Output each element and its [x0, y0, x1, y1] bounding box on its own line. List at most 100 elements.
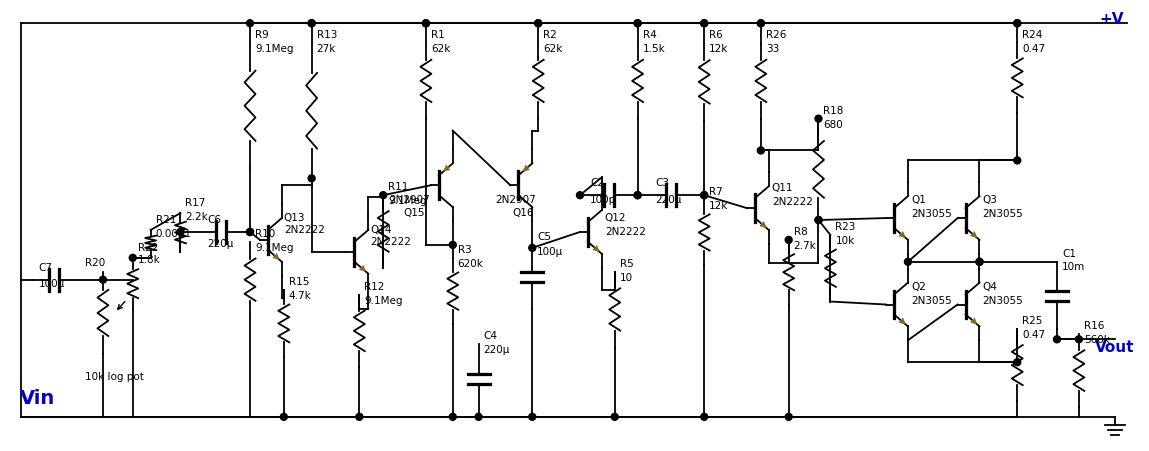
Text: Q13: Q13: [284, 213, 306, 223]
Text: 100μ: 100μ: [538, 247, 563, 257]
Text: 680: 680: [824, 120, 843, 129]
Circle shape: [976, 258, 982, 265]
Text: 2.7k: 2.7k: [794, 241, 817, 251]
Text: 10k log pot: 10k log pot: [85, 372, 144, 382]
Circle shape: [1013, 157, 1020, 164]
Text: 2N2907: 2N2907: [495, 195, 537, 205]
Text: 9.1Meg: 9.1Meg: [255, 44, 293, 54]
Circle shape: [757, 147, 764, 154]
Text: 220μ: 220μ: [484, 345, 510, 355]
Circle shape: [308, 20, 315, 27]
Text: R7: R7: [709, 187, 723, 197]
Circle shape: [534, 20, 541, 27]
Text: 2N3055: 2N3055: [911, 295, 951, 305]
Circle shape: [1013, 20, 1020, 27]
Text: 10: 10: [619, 273, 633, 283]
Text: Vin: Vin: [20, 389, 55, 409]
Text: 0.47: 0.47: [1023, 44, 1046, 54]
Circle shape: [247, 229, 254, 235]
Text: R25: R25: [1023, 317, 1042, 327]
Text: 0.47: 0.47: [1023, 330, 1046, 341]
Circle shape: [356, 413, 363, 420]
Circle shape: [247, 229, 254, 235]
Text: 220μ: 220μ: [655, 195, 681, 205]
Circle shape: [379, 192, 387, 199]
Text: 1.5k: 1.5k: [642, 44, 665, 54]
Text: 12k: 12k: [709, 201, 728, 211]
Text: 62k: 62k: [543, 44, 563, 54]
Text: 10k: 10k: [835, 236, 855, 246]
Text: 9.1Meg: 9.1Meg: [364, 295, 403, 305]
Text: Q1: Q1: [911, 195, 926, 205]
Text: C1: C1: [1062, 249, 1075, 259]
Text: Q2: Q2: [911, 281, 926, 292]
Circle shape: [701, 192, 708, 199]
Text: R24: R24: [1023, 30, 1042, 40]
Circle shape: [634, 192, 641, 199]
Circle shape: [701, 20, 708, 27]
Circle shape: [815, 216, 822, 224]
Circle shape: [577, 192, 584, 199]
Text: 2N2222: 2N2222: [370, 237, 411, 247]
Circle shape: [757, 20, 764, 27]
Circle shape: [701, 20, 708, 27]
Text: 2N3055: 2N3055: [982, 295, 1024, 305]
Text: Q11: Q11: [772, 183, 793, 193]
Text: Q12: Q12: [604, 213, 626, 223]
Text: R10: R10: [255, 229, 276, 239]
Text: C6: C6: [207, 215, 222, 225]
Text: 2N3055: 2N3055: [911, 209, 951, 219]
Circle shape: [129, 254, 137, 261]
Circle shape: [785, 413, 792, 420]
Text: Q14: Q14: [370, 225, 392, 235]
Text: 10m: 10m: [1062, 262, 1085, 272]
Circle shape: [529, 244, 535, 251]
Text: Q4: Q4: [982, 281, 997, 292]
Text: R15: R15: [288, 276, 309, 287]
Text: 9.1Meg: 9.1Meg: [388, 196, 426, 206]
Text: R9: R9: [255, 30, 269, 40]
Circle shape: [701, 413, 708, 420]
Circle shape: [1075, 336, 1082, 343]
Text: 560k: 560k: [1084, 335, 1110, 345]
Text: 12k: 12k: [709, 44, 728, 54]
Text: 2N2222: 2N2222: [284, 225, 325, 235]
Circle shape: [1054, 336, 1061, 343]
Text: 27k: 27k: [317, 44, 336, 54]
Circle shape: [476, 413, 483, 420]
Text: 100μ: 100μ: [38, 279, 64, 289]
Circle shape: [1013, 20, 1020, 27]
Circle shape: [308, 175, 315, 182]
Circle shape: [280, 413, 287, 420]
Text: C4: C4: [484, 331, 498, 341]
Text: 2N3055: 2N3055: [982, 209, 1024, 219]
Circle shape: [634, 20, 641, 27]
Circle shape: [976, 258, 982, 265]
Text: R8: R8: [794, 227, 808, 237]
Circle shape: [529, 413, 535, 420]
Text: 2N2222: 2N2222: [772, 197, 812, 207]
Text: 620k: 620k: [457, 259, 484, 269]
Text: 9.1Meg: 9.1Meg: [255, 243, 293, 253]
Text: R6: R6: [709, 30, 723, 40]
Circle shape: [534, 20, 541, 27]
Text: R4: R4: [642, 30, 656, 40]
Text: R16: R16: [1084, 322, 1104, 331]
Circle shape: [423, 20, 430, 27]
Text: R12: R12: [364, 281, 385, 292]
Circle shape: [757, 20, 764, 27]
Text: Q16: Q16: [512, 208, 534, 218]
Circle shape: [785, 236, 792, 244]
Text: +V: +V: [1100, 12, 1124, 27]
Text: R5: R5: [619, 259, 633, 269]
Text: R3: R3: [457, 245, 471, 255]
Text: Q15: Q15: [403, 208, 425, 218]
Text: 2N2907: 2N2907: [390, 195, 430, 205]
Text: R17: R17: [185, 198, 206, 208]
Text: R1: R1: [431, 30, 445, 40]
Text: 0.0001: 0.0001: [155, 229, 192, 239]
Text: 33: 33: [766, 44, 779, 54]
Text: 2.2k: 2.2k: [185, 212, 208, 222]
Circle shape: [177, 229, 184, 235]
Text: Vout: Vout: [1095, 340, 1134, 355]
